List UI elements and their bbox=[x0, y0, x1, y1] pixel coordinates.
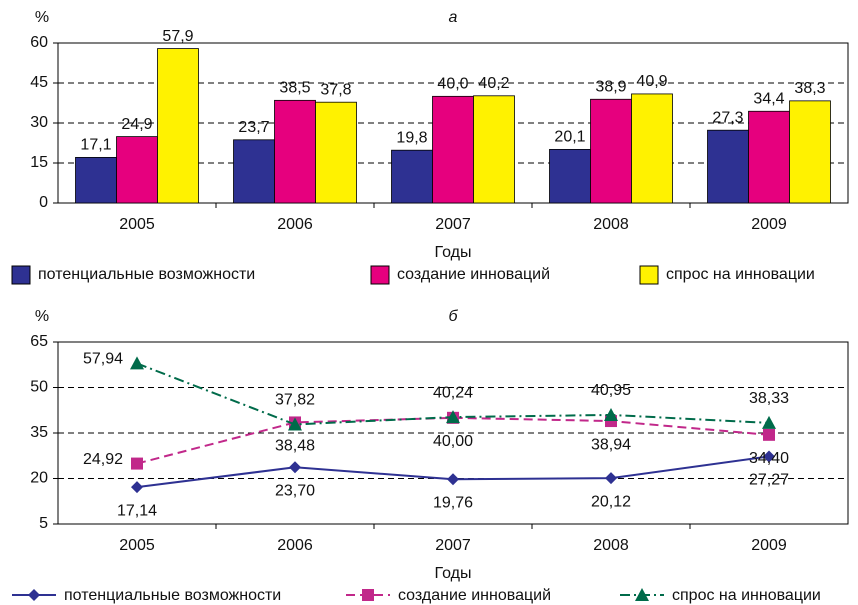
data-label: 38,33 bbox=[749, 390, 789, 407]
data-label: 27,27 bbox=[749, 472, 789, 489]
x-tick-label: 2009 bbox=[751, 537, 787, 554]
marker bbox=[130, 356, 144, 370]
legend-label: создание инноваций bbox=[397, 266, 550, 283]
bar bbox=[590, 98, 632, 204]
bar bbox=[157, 48, 199, 204]
x-tick-label: 2008 bbox=[593, 537, 629, 554]
marker bbox=[131, 457, 143, 470]
marker bbox=[635, 588, 649, 601]
y-tick-label: 45 bbox=[30, 74, 48, 91]
x-tick-label: 2006 bbox=[277, 537, 313, 554]
chart-title: б bbox=[449, 308, 459, 325]
x-tick-label: 2008 bbox=[593, 216, 629, 233]
data-label: 40,24 bbox=[433, 384, 473, 401]
y-tick-label: 20 bbox=[30, 470, 48, 487]
legend-swatch bbox=[11, 265, 31, 285]
marker bbox=[763, 428, 775, 441]
y-tick-label: 35 bbox=[30, 424, 48, 441]
legend-label: спрос на инновации bbox=[666, 266, 815, 283]
data-label: 40,0 bbox=[437, 76, 468, 93]
bar bbox=[432, 95, 474, 204]
bar bbox=[75, 156, 117, 204]
data-label: 34,4 bbox=[753, 90, 784, 107]
x-tick-label: 2005 bbox=[119, 216, 155, 233]
data-label: 27,3 bbox=[712, 109, 743, 126]
legend-label: спрос на инновации bbox=[672, 587, 821, 604]
y-tick-label: 30 bbox=[30, 114, 48, 131]
x-tick-label: 2005 bbox=[119, 537, 155, 554]
data-label: 38,3 bbox=[794, 80, 825, 97]
bar bbox=[391, 149, 433, 204]
data-label: 19,76 bbox=[433, 494, 473, 511]
data-label: 40,9 bbox=[636, 73, 667, 90]
bar bbox=[549, 148, 591, 204]
x-axis-title: Годы bbox=[435, 565, 472, 582]
data-label: 23,7 bbox=[238, 119, 269, 136]
marker bbox=[604, 407, 618, 421]
bar bbox=[789, 100, 831, 204]
data-label: 24,92 bbox=[83, 451, 123, 468]
data-label: 37,82 bbox=[275, 392, 315, 409]
marker bbox=[131, 481, 143, 494]
marker bbox=[289, 461, 301, 474]
data-label: 57,9 bbox=[162, 28, 193, 45]
x-tick-label: 2006 bbox=[277, 216, 313, 233]
legend-label: создание инноваций bbox=[398, 587, 551, 604]
y-axis-title: % bbox=[35, 9, 49, 26]
data-label: 37,8 bbox=[320, 81, 351, 98]
legend-swatch bbox=[370, 265, 390, 285]
y-tick-label: 65 bbox=[30, 333, 48, 350]
y-tick-label: 0 bbox=[39, 194, 48, 211]
bar bbox=[748, 110, 790, 204]
y-tick-label: 5 bbox=[39, 515, 48, 532]
x-tick-label: 2009 bbox=[751, 216, 787, 233]
y-tick-label: 15 bbox=[30, 154, 48, 171]
bar bbox=[473, 95, 515, 204]
line bbox=[136, 416, 770, 465]
data-label: 40,95 bbox=[591, 382, 631, 399]
data-label: 19,8 bbox=[396, 129, 427, 146]
data-label: 17,1 bbox=[80, 137, 111, 154]
data-label: 38,9 bbox=[595, 78, 626, 95]
marker bbox=[28, 589, 40, 601]
data-label: 34,40 bbox=[749, 450, 789, 467]
marker bbox=[447, 473, 459, 486]
bar bbox=[631, 93, 673, 204]
data-label: 57,94 bbox=[83, 351, 123, 368]
legend-label: потенциальные возможности bbox=[64, 587, 281, 604]
data-label: 38,94 bbox=[591, 436, 631, 453]
data-label: 20,12 bbox=[591, 493, 631, 510]
data-label: 20,1 bbox=[554, 129, 585, 146]
plot-frame bbox=[57, 341, 849, 525]
data-label: 38,5 bbox=[279, 80, 310, 97]
bar bbox=[315, 101, 357, 204]
marker bbox=[762, 415, 776, 429]
marker bbox=[605, 472, 617, 485]
y-tick-label: 50 bbox=[30, 379, 48, 396]
x-axis-title: Годы bbox=[435, 244, 472, 261]
data-label: 40,00 bbox=[433, 433, 473, 450]
bar bbox=[707, 129, 749, 204]
chart-title: а bbox=[449, 9, 458, 26]
x-tick-label: 2007 bbox=[435, 537, 471, 554]
legend-label: потенциальные возможности bbox=[38, 266, 255, 283]
data-label: 40,2 bbox=[478, 75, 509, 92]
legend-swatch bbox=[639, 265, 659, 285]
y-tick-label: 60 bbox=[30, 34, 48, 51]
bar bbox=[233, 139, 275, 204]
marker bbox=[362, 589, 374, 601]
bar bbox=[116, 136, 158, 204]
data-label: 23,70 bbox=[275, 482, 315, 499]
marker bbox=[446, 410, 460, 424]
data-label: 24,9 bbox=[121, 116, 152, 133]
data-label: 38,48 bbox=[275, 438, 315, 455]
marker bbox=[288, 417, 302, 431]
x-tick-label: 2007 bbox=[435, 216, 471, 233]
bar bbox=[274, 99, 316, 204]
y-axis-title: % bbox=[35, 308, 49, 325]
marker bbox=[763, 450, 775, 463]
data-label: 17,14 bbox=[117, 502, 157, 519]
